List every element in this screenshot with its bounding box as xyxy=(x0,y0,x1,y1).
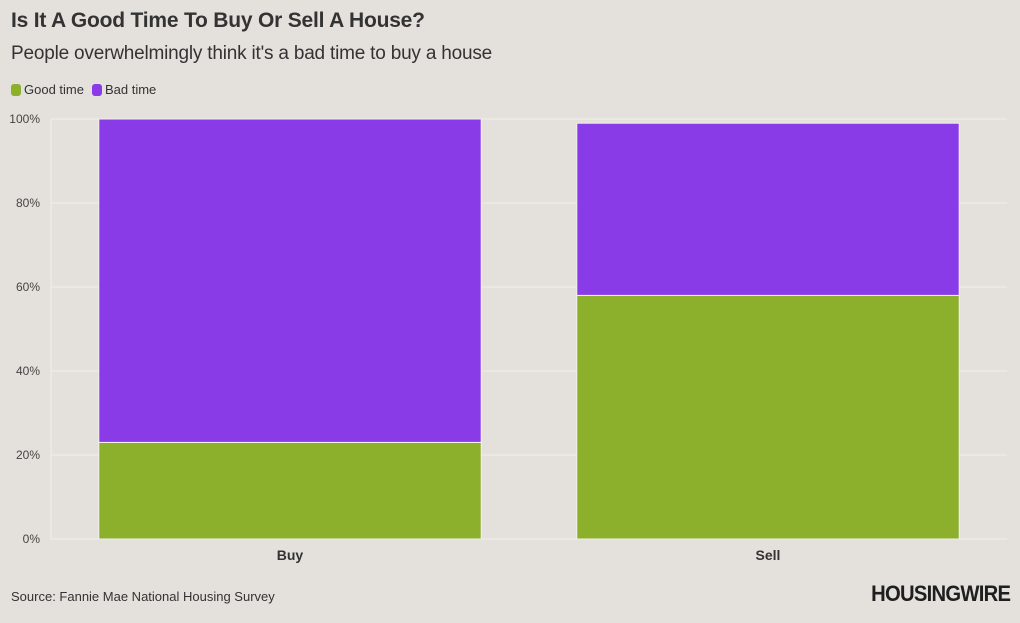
bar-buy-good-time xyxy=(98,441,482,540)
chart-subtitle: People overwhelmingly think it's a bad t… xyxy=(11,43,493,64)
legend-item-bad-time[interactable]: Bad time xyxy=(91,82,157,97)
bar-sell-good-time xyxy=(576,294,960,540)
y-tick-label: 100% xyxy=(9,112,40,126)
y-tick-label: 40% xyxy=(16,364,40,378)
legend-swatch-bad-time xyxy=(91,83,102,96)
bar-buy-bad-time xyxy=(98,118,482,443)
legend-item-good-time[interactable]: Good time xyxy=(11,82,84,97)
legend-label-bad-time: Bad time xyxy=(104,82,157,97)
legend-swatch-good-time xyxy=(11,83,21,96)
x-category-label: Sell xyxy=(756,547,781,563)
legend-label-good-time: Good time xyxy=(24,82,84,97)
source-note: Source: Fannie Mae National Housing Surv… xyxy=(11,589,275,604)
y-tick-label: 0% xyxy=(23,532,41,546)
y-tick-label: 20% xyxy=(16,448,40,462)
bar-sell-bad-time xyxy=(576,122,960,296)
y-tick-label: 60% xyxy=(16,280,40,294)
chart-title: Is It A Good Time To Buy Or Sell A House… xyxy=(11,9,425,32)
legend: Good time Bad time xyxy=(11,82,164,97)
y-tick-label: 80% xyxy=(16,196,40,210)
housingwire-logo[interactable]: HOUSINGWIRE xyxy=(870,581,1011,606)
x-category-label: Buy xyxy=(277,547,304,563)
